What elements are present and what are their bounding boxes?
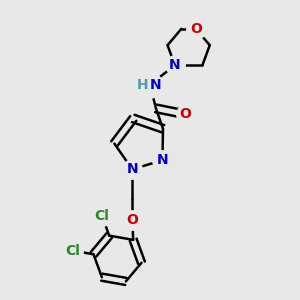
Text: N: N xyxy=(157,153,168,167)
Text: Cl: Cl xyxy=(66,244,80,258)
Text: N: N xyxy=(169,58,181,72)
Text: H: H xyxy=(137,78,148,92)
Text: O: O xyxy=(126,213,138,227)
Text: O: O xyxy=(190,22,202,36)
Text: O: O xyxy=(180,107,192,121)
Text: Cl: Cl xyxy=(94,209,110,223)
Text: N: N xyxy=(149,78,161,92)
Text: N: N xyxy=(127,162,138,176)
